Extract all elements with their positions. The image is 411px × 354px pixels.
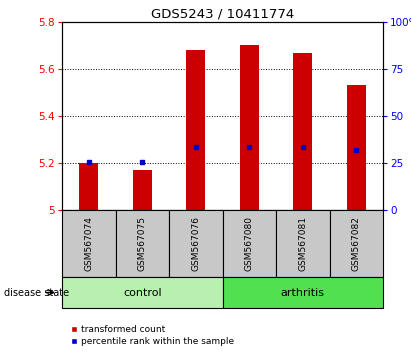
Bar: [276, 210, 330, 277]
Bar: [79, 163, 98, 210]
Text: GSM567081: GSM567081: [298, 216, 307, 271]
Bar: [330, 210, 383, 277]
Bar: [293, 52, 312, 210]
Text: GSM567076: GSM567076: [191, 216, 200, 271]
Bar: [222, 277, 383, 308]
Bar: [240, 46, 259, 210]
Text: GSM567074: GSM567074: [84, 216, 93, 271]
Bar: [62, 277, 222, 308]
Bar: [115, 210, 169, 277]
Bar: [186, 50, 205, 210]
Bar: [169, 210, 222, 277]
Text: GSM567082: GSM567082: [352, 216, 361, 271]
Text: GSM567080: GSM567080: [245, 216, 254, 271]
Text: arthritis: arthritis: [281, 287, 325, 297]
Bar: [347, 85, 366, 210]
Bar: [62, 210, 115, 277]
Legend: transformed count, percentile rank within the sample: transformed count, percentile rank withi…: [67, 321, 238, 349]
Bar: [222, 210, 276, 277]
Title: GDS5243 / 10411774: GDS5243 / 10411774: [151, 8, 294, 21]
Text: GSM567075: GSM567075: [138, 216, 147, 271]
Text: control: control: [123, 287, 162, 297]
Bar: [133, 170, 152, 210]
Text: disease state: disease state: [4, 287, 69, 297]
